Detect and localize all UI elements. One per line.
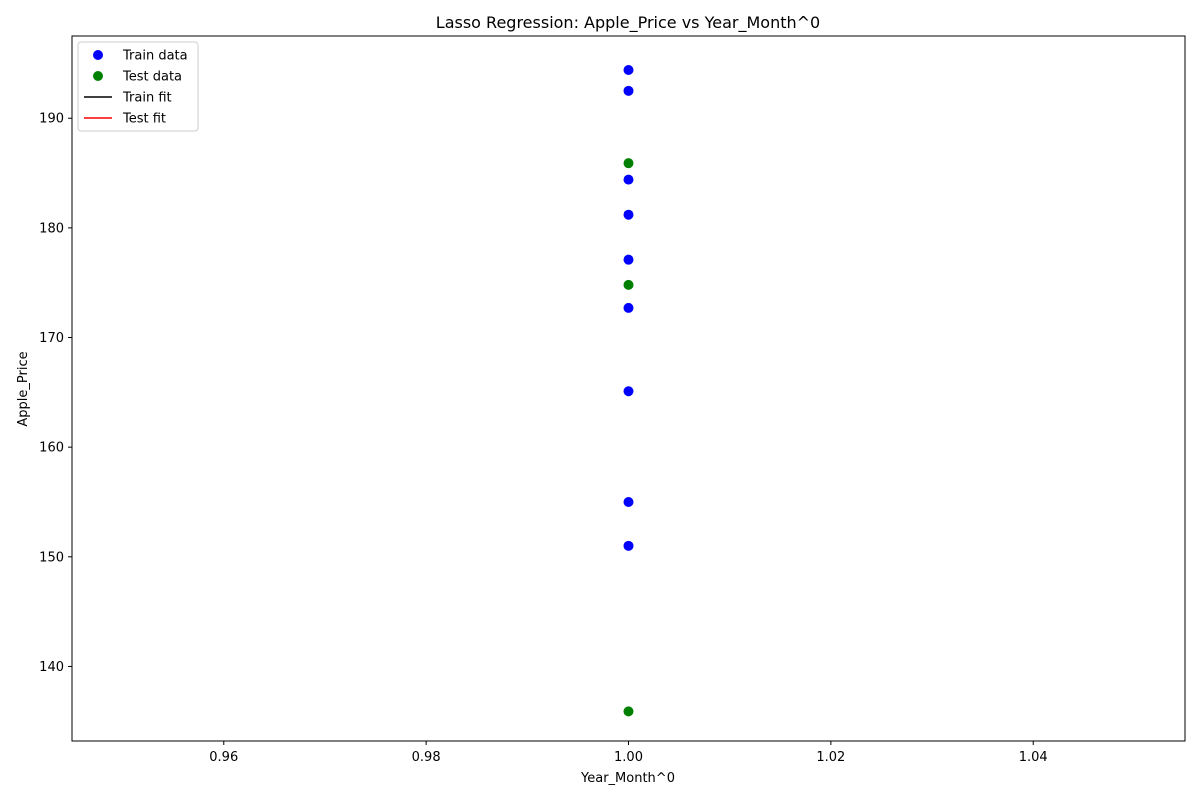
x-tick-label: 1.02 [816, 750, 845, 765]
y-tick-label: 160 [39, 441, 64, 456]
legend-label: Test data [122, 70, 182, 85]
x-tick-label: 1.00 [614, 750, 643, 765]
chart-title: Lasso Regression: Apple_Price vs Year_Mo… [436, 13, 820, 33]
data-point-train-data [623, 496, 634, 507]
data-point-train-data [623, 386, 634, 397]
data-point-train-data [623, 64, 634, 75]
data-point-test-data [623, 279, 634, 290]
x-axis-ticks: 0.96 0.98 1.00 1.02 1.04 [209, 741, 1048, 765]
legend-label: Train fit [122, 91, 172, 106]
legend-label: Train data [122, 49, 188, 64]
y-tick-label: 150 [39, 550, 64, 565]
legend-box [77, 41, 199, 132]
data-point-train-data [623, 254, 634, 265]
y-tick-label: 170 [39, 331, 64, 346]
legend-marker [93, 50, 103, 60]
y-axis-ticks: 140 150 160 170 180 190 [39, 112, 72, 675]
x-axis-label: Year_Month^0 [580, 771, 675, 786]
x-tick-label: 0.96 [209, 750, 238, 765]
y-tick-label: 140 [39, 660, 64, 675]
data-point-test-data [623, 706, 634, 717]
data-point-test-data [623, 158, 634, 169]
legend: Train data Test data Train fit Test fit [77, 41, 199, 132]
data-point-train-data [623, 302, 634, 313]
x-tick-label: 0.98 [412, 750, 441, 765]
legend-label: Test fit [122, 112, 166, 127]
y-tick-label: 190 [39, 112, 64, 127]
data-points [623, 64, 634, 717]
plot-frame [71, 35, 1186, 742]
y-axis-label: Apple_Price [16, 351, 31, 426]
y-tick-label: 180 [39, 221, 64, 236]
data-point-train-data [623, 85, 634, 96]
data-point-train-data [623, 540, 634, 551]
data-point-train-data [623, 174, 634, 185]
data-point-train-data [623, 209, 634, 220]
x-tick-label: 1.04 [1019, 750, 1048, 765]
legend-marker [93, 71, 103, 81]
